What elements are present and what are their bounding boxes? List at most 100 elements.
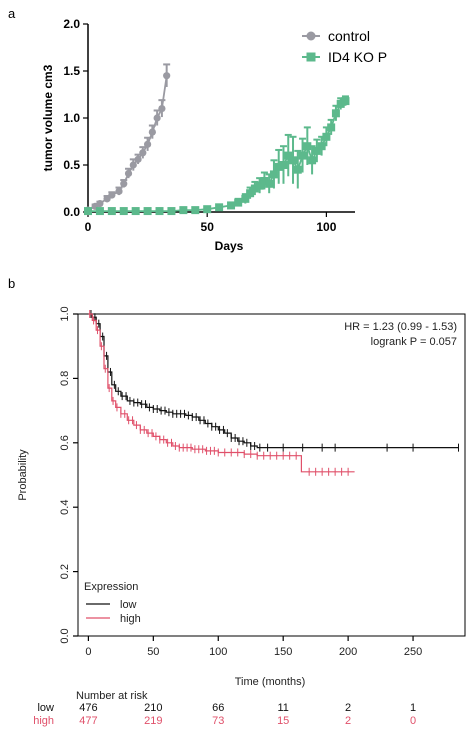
data-point	[120, 180, 128, 188]
risk-count: 15	[277, 715, 289, 727]
data-point	[139, 149, 147, 157]
y-tick-label-b: 0.8	[59, 371, 71, 386]
tumor-volume-chart: 0 50 100 0.0 0.5 1.0 1.5 2.0 Days tumor volume …	[41, 17, 387, 253]
km-step-line	[88, 313, 355, 473]
data-point	[327, 123, 336, 132]
data-point	[246, 189, 255, 198]
data-point	[322, 132, 331, 141]
axis-ticks-a: 0 50 100 0.0 0.5 1.0 1.5 2.0	[63, 17, 336, 234]
x-tick-label-b: 250	[404, 646, 422, 658]
x-tick-label-b: 150	[274, 646, 292, 658]
series-group-a	[84, 63, 350, 216]
data-point	[155, 207, 164, 216]
y-tick-label-a: 0.5	[63, 158, 80, 172]
data-point	[119, 207, 128, 216]
x-tick-label-a: 50	[201, 220, 215, 234]
risk-count: 11	[277, 702, 288, 714]
panel-b-label: b	[8, 276, 15, 291]
data-point	[215, 203, 224, 212]
data-point	[279, 161, 288, 169]
data-point	[163, 72, 171, 80]
data-point	[115, 187, 123, 195]
data-point	[134, 155, 142, 163]
y-tick-label-a: 0.0	[63, 205, 80, 219]
y-tick-label-b: 0.2	[59, 564, 71, 579]
legend-label-control: control	[328, 28, 370, 44]
series-id4-ko-p	[84, 95, 350, 216]
risk-row-label-high: high	[33, 715, 54, 727]
data-point	[336, 99, 345, 108]
y-axis-label-b: Probability	[17, 449, 29, 501]
x-tick-label-b: 50	[147, 646, 159, 658]
risk-count: 210	[144, 702, 162, 714]
risk-count: 73	[212, 715, 224, 727]
legend-title-b: Expression	[84, 581, 138, 593]
data-point	[317, 142, 326, 151]
risk-table: Number at risk low 476 210 66 11 2 1 high 477 219…	[33, 690, 416, 727]
risk-count: 66	[212, 702, 224, 714]
data-point	[265, 179, 274, 188]
data-point	[284, 151, 293, 160]
x-tick-label-b: 100	[209, 646, 227, 658]
hr-annotation: HR = 1.23 (0.99 - 1.53)	[344, 321, 457, 333]
data-point	[108, 191, 116, 199]
data-point	[234, 198, 243, 207]
risk-count: 477	[79, 715, 97, 727]
risk-table-header: Number at risk	[76, 690, 148, 702]
data-point	[312, 146, 321, 155]
risk-count: 2	[345, 715, 351, 727]
y-tick-label-b: 1.0	[59, 306, 71, 321]
series-line	[87, 75, 168, 211]
data-point	[227, 201, 236, 210]
x-tick-label-b: 0	[85, 646, 91, 658]
data-point	[107, 207, 116, 216]
series-group-b	[88, 310, 460, 476]
data-point	[96, 199, 104, 208]
data-point	[298, 151, 307, 160]
data-point	[308, 156, 317, 165]
series-control	[84, 63, 171, 214]
km-curve-low	[88, 310, 460, 452]
data-point	[131, 207, 140, 216]
axis-ticks-b: 0 50 100 150 200 250 0.0 0.2 0.4 0.6 0.8 1.0	[59, 306, 422, 658]
logrank-annotation: logrank P = 0.057	[371, 336, 457, 348]
data-point	[124, 169, 133, 178]
data-point	[95, 207, 104, 216]
x-tick-label-a: 0	[85, 220, 92, 234]
y-axis-label-a: tumor volume cm3	[41, 64, 55, 171]
x-axis-label-a: Days	[215, 239, 244, 253]
data-point	[179, 206, 188, 215]
data-point	[255, 181, 264, 190]
x-axis-label-b: Time (months)	[235, 676, 306, 688]
legend-marker-id4ko	[306, 52, 316, 62]
km-curve-high	[88, 310, 355, 476]
legend-a: control ID4 KO P	[302, 28, 387, 65]
legend-label-high: high	[120, 613, 141, 625]
risk-count: 476	[79, 702, 97, 714]
risk-count: 219	[144, 715, 162, 727]
data-point	[241, 194, 250, 203]
y-tick-label-a: 1.5	[63, 64, 80, 78]
x-tick-label-b: 200	[339, 646, 357, 658]
data-point	[341, 97, 350, 106]
data-point	[153, 114, 161, 122]
x-tick-label-a: 100	[316, 220, 336, 234]
data-point	[289, 156, 298, 165]
data-point	[158, 105, 166, 113]
data-point	[293, 165, 302, 174]
data-point	[260, 176, 269, 185]
data-point	[269, 170, 278, 179]
data-point	[129, 161, 137, 169]
km-step-line	[88, 313, 459, 449]
data-point	[191, 206, 200, 215]
panel-a-label: a	[8, 6, 16, 21]
data-point	[143, 140, 152, 148]
data-point	[274, 162, 283, 171]
data-point	[303, 142, 312, 151]
y-tick-label-a: 1.0	[63, 111, 80, 125]
y-tick-label-b: 0.4	[59, 500, 71, 515]
data-point	[84, 207, 92, 216]
data-point	[167, 207, 176, 216]
